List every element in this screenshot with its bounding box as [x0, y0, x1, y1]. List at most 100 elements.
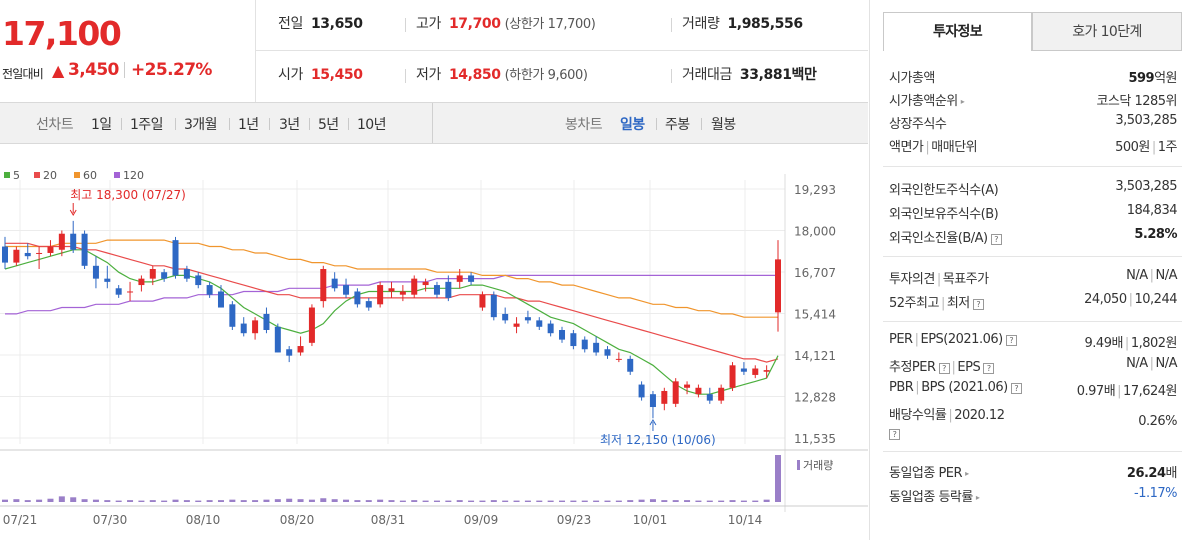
candle-body [2, 246, 8, 263]
candle-body [695, 387, 702, 395]
legend-label-5: 5 [13, 169, 20, 182]
industry-per-value: 26.24 [1126, 466, 1166, 481]
candle-body [377, 285, 384, 305]
period-1-week[interactable]: 1주일 [130, 117, 163, 133]
help-icon[interactable]: ? [972, 299, 984, 310]
candle-body [331, 278, 338, 289]
candle-body [36, 252, 43, 254]
candle-body [240, 323, 247, 334]
stat-unit: 백만 [791, 67, 817, 83]
candle-monthly[interactable]: 월봉 [711, 117, 736, 133]
w52-high-value: 24,050 [1084, 292, 1127, 307]
dividend-value: 0.26% [1138, 414, 1177, 429]
help-icon[interactable]: ? [990, 234, 1002, 245]
chart-grid [0, 174, 868, 512]
help-icon[interactable]: ? [983, 363, 995, 374]
tab-investment-info[interactable]: 투자정보 [883, 12, 1032, 51]
period-5-year[interactable]: 5년 [318, 117, 339, 133]
caret-right-icon: ▸ [965, 469, 969, 478]
row-industry-rate[interactable]: 동일업종 등락률 ▸ -1.17% [889, 484, 1178, 506]
volume-bar [365, 500, 372, 502]
eps-value: 1,802원 [1130, 336, 1178, 351]
est-per-label: 추정PER [889, 360, 936, 375]
legend-swatch-60 [74, 172, 80, 178]
volume-bar [536, 500, 543, 502]
stat-label: 고가 [416, 16, 441, 32]
stat-label: 전일 [278, 16, 303, 32]
candle-body [47, 246, 54, 253]
candle-body [206, 285, 213, 295]
candle-body [263, 313, 270, 330]
candle-body [502, 313, 509, 321]
est-per-value: N/A [1126, 356, 1148, 371]
price-summary: 17,100 전일대비 ▲ 3,450 +25.27% [0, 0, 256, 102]
label: 외국인보유주식수(B) [889, 207, 999, 222]
value: 26.24배 [1126, 462, 1178, 481]
candle-body [138, 278, 145, 286]
w52-low-value: 10,244 [1134, 292, 1178, 307]
help-icon[interactable]: ? [938, 363, 950, 374]
row-foreign-limit: 외국인한도주식수(A) 3,503,285 [889, 177, 1177, 199]
period-1-day[interactable]: 1일 [91, 117, 112, 133]
volume-chart: 거래량 [2, 455, 833, 502]
row-market-cap: 시가총액 599억원 [889, 65, 1177, 87]
candle-body [354, 291, 361, 305]
volume-bar [411, 500, 418, 502]
candle-chart-label: 봉차트 [565, 117, 603, 133]
volume-legend-label: 거래량 [803, 459, 833, 472]
tab-order-book[interactable]: 호가 10단계 [1032, 12, 1182, 51]
change-percent: +25.27% [131, 60, 212, 80]
period-10-year[interactable]: 10년 [357, 117, 387, 133]
row-industry-per[interactable]: 동일업종 PER ▸ 26.24배 [889, 460, 1178, 482]
candle-body [740, 368, 747, 372]
volume-bar [286, 498, 293, 502]
label: 투자의견 | 목표주가 [889, 272, 989, 287]
help-icon[interactable]: ? [889, 429, 900, 440]
candle-daily[interactable]: 일봉 [620, 117, 645, 133]
target-value: N/A [1155, 268, 1178, 283]
candle-body [775, 259, 781, 313]
candle-body [661, 390, 668, 404]
value: N/A | N/A [1126, 268, 1177, 283]
candle-body [763, 370, 770, 372]
volume-bar [706, 500, 713, 502]
row-pbr-bps: PBR | BPS (2021.06)? 0.97배 | 17,624원 [889, 378, 1177, 400]
eps-label: EPS(2021.06) [920, 332, 1003, 347]
value: 3,503,285 [1115, 179, 1177, 194]
row-market-cap-rank[interactable]: 시가총액순위 ▸ 코스닥 1285위 [889, 88, 1177, 110]
per-value: 9.49배 [1084, 336, 1124, 351]
candle-weekly[interactable]: 주봉 [665, 117, 690, 133]
candle-body [706, 394, 713, 401]
help-icon[interactable]: ? [1010, 383, 1022, 394]
volume-bar [559, 500, 566, 502]
period-1-year[interactable]: 1년 [238, 117, 259, 133]
candle-body [604, 349, 611, 356]
stat-label: 거래대금 [682, 67, 732, 83]
high-annotation: 최고 18,300 (07/27) [70, 188, 186, 202]
volume-bar [661, 500, 668, 502]
period-3-month[interactable]: 3개월 [184, 117, 217, 133]
industry-rate-label: 동일업종 등락률 [889, 490, 973, 505]
dividend-year: 2020.12 [954, 408, 1005, 423]
candle-body [115, 288, 122, 295]
trade-unit-value: 1주 [1157, 140, 1178, 155]
row-opinion: 투자의견 | 목표주가 N/A | N/A [889, 266, 1177, 288]
price-stats: 전일 13,650 고가 17,700 (상한가 17,700) 거래량 1,985,5… [256, 0, 868, 102]
volume-bar [13, 499, 20, 502]
y-tick-label: 11,535 [794, 432, 836, 446]
candle-body [365, 301, 372, 308]
volume-bar [456, 500, 463, 502]
volume-bar [24, 500, 31, 502]
volume-bar [217, 500, 224, 502]
period-3-year[interactable]: 3년 [279, 117, 300, 133]
divider [883, 321, 1182, 322]
help-icon[interactable]: ? [1005, 335, 1017, 346]
row-listed-shares: 상장주식수 3,503,285 [889, 111, 1177, 133]
stats-row-1: 전일 13,650 고가 17,700 (상한가 17,700) 거래량 1,985,5… [256, 0, 868, 51]
volume-bar [581, 500, 588, 502]
upper-limit: (상한가 17,700) [504, 17, 596, 32]
divider [656, 118, 657, 130]
opinion-label: 투자의견 [889, 272, 935, 287]
industry-rate-value: -1.17% [1134, 486, 1178, 501]
volume-bar [479, 500, 486, 502]
